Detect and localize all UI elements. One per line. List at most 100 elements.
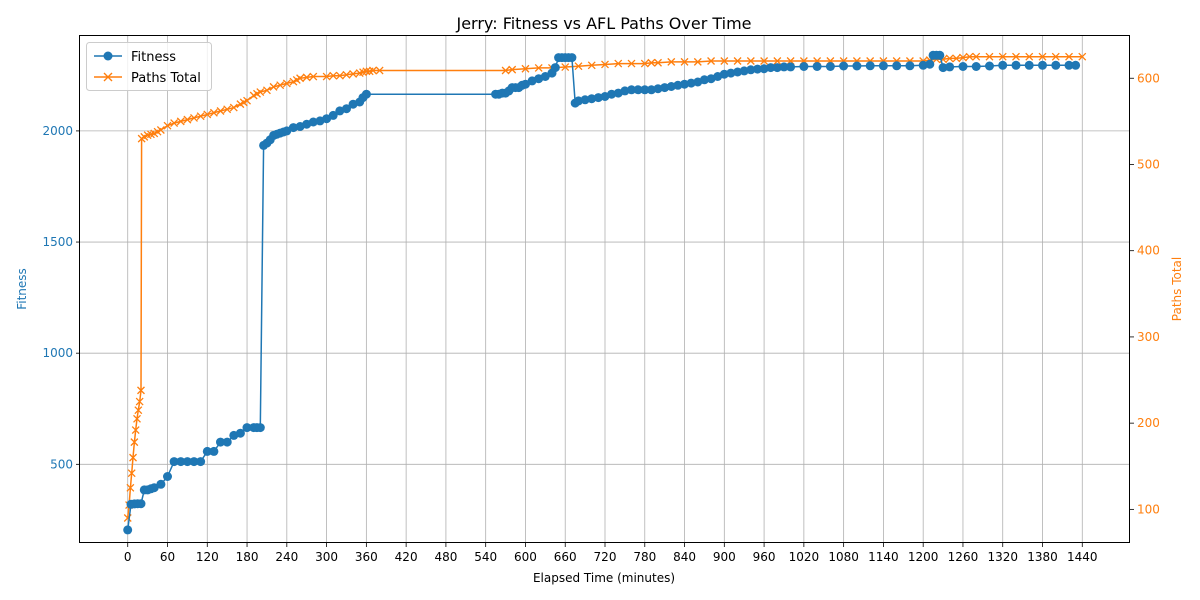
paths-total-point [335,71,344,80]
x-tick-label: 1200 [908,550,939,564]
x-tick-label: 60 [160,550,175,564]
y-axis-left-label: Fitness [15,268,29,310]
fitness-point [1024,60,1034,70]
fitness-point [202,446,212,456]
y-right-tick-label: 500 [1137,157,1160,171]
fitness-point [892,61,902,71]
x-tick-label: 180 [236,550,259,564]
paths-total-point [296,74,305,83]
legend-fitness-label: Fitness [131,50,176,65]
fitness-point [169,457,179,467]
fitness-point [766,63,776,73]
fitness-point [640,85,650,95]
y-right-tick-label: 200 [1137,416,1160,430]
fitness-point [852,61,862,71]
x-tick-label: 1020 [789,550,820,564]
paths-total-point [952,54,961,63]
paths-total-point [627,59,636,68]
x-tick-label: 360 [355,550,378,564]
paths-total-point [647,58,656,67]
paths-total-point [196,112,205,121]
paths-total-point [1051,52,1060,61]
paths-total-point [640,59,649,68]
x-tick-label: 480 [434,550,457,564]
y-right-tick-label: 100 [1137,502,1160,516]
x-tick-label: 240 [275,550,298,564]
paths-total-point [156,126,165,134]
axes: 0 60 120 180 240 300 360 420 480 540 600 660 720 780 8… [42,71,1159,564]
paths-total-point [958,53,967,62]
fitness-point [209,446,219,456]
paths-total-point [131,426,140,435]
fitness-point [958,62,968,71]
paths-total-point [985,52,994,61]
paths-total-point [203,110,212,119]
legend-box [86,42,212,91]
paths-total-point [521,64,530,73]
legend-paths-label: Paths Total [131,71,201,86]
fitness-point [123,525,133,535]
paths-total-point [1078,52,1087,61]
fitness-point [216,437,225,447]
fitness-point [1038,60,1047,70]
fitness-point [998,60,1008,70]
paths-total-point [746,57,755,65]
fitness-point [361,89,371,99]
paths-total-point [269,82,278,91]
paths-total-point [134,406,143,415]
paths-total-point [137,386,145,395]
fitness-point [653,84,663,94]
paths-total-point [601,60,609,69]
paths-total-point [349,69,358,78]
x-tick-label: 0 [124,550,132,564]
paths-total-point [998,52,1007,61]
paths-total-point [190,113,198,122]
fitness-point [1064,60,1074,70]
fitness-point [607,89,617,99]
y-right-tick-label: 300 [1137,330,1160,344]
paths-total-point [508,65,517,74]
fitness-point [905,61,915,71]
paths-total-point [369,66,377,75]
fitness-point [825,62,835,71]
y-axis-right-label: Paths Total [1170,257,1184,321]
paths-total-point [1038,52,1047,61]
paths-total-point [133,414,141,423]
x-tick-label: 120 [196,550,219,564]
fitness-point [136,499,146,509]
paths-total-point [1025,52,1034,61]
paths-total-point [135,397,144,406]
paths-total-point [720,57,729,65]
paths-total-point [262,86,271,95]
y-left-tick-label: 2000 [42,124,73,138]
paths-total-point [282,79,291,88]
paths-total-point [501,66,510,75]
fitness-point [753,64,762,74]
paths-total-point [256,88,265,97]
x-tick-label: 1320 [987,550,1018,564]
paths-total-point [209,108,218,117]
x-tick-label: 1380 [1027,550,1058,564]
fitness-point [176,457,186,467]
fitness-point [255,423,265,433]
fitness-point [938,63,948,73]
fitness-point [328,110,338,120]
fitness-point [786,62,796,72]
x-tick-label: 840 [673,550,696,564]
legend-paths-marker [103,72,113,82]
fitness-point [182,457,192,467]
y-left-tick-label: 1000 [42,346,73,360]
paths-total-point [129,453,137,462]
paths-total-point [362,67,371,76]
paths-total-point [229,103,238,112]
y-left-tick-label: 1500 [42,235,73,249]
fitness-point [935,50,945,60]
legend: Fitness Paths Total [86,42,212,91]
paths-total-point [667,57,676,66]
paths-total-point [972,52,981,61]
x-tick-label: 1140 [868,550,899,564]
fitness-point [149,483,159,493]
paths-total-point [654,58,662,67]
paths-total-point [322,72,331,81]
